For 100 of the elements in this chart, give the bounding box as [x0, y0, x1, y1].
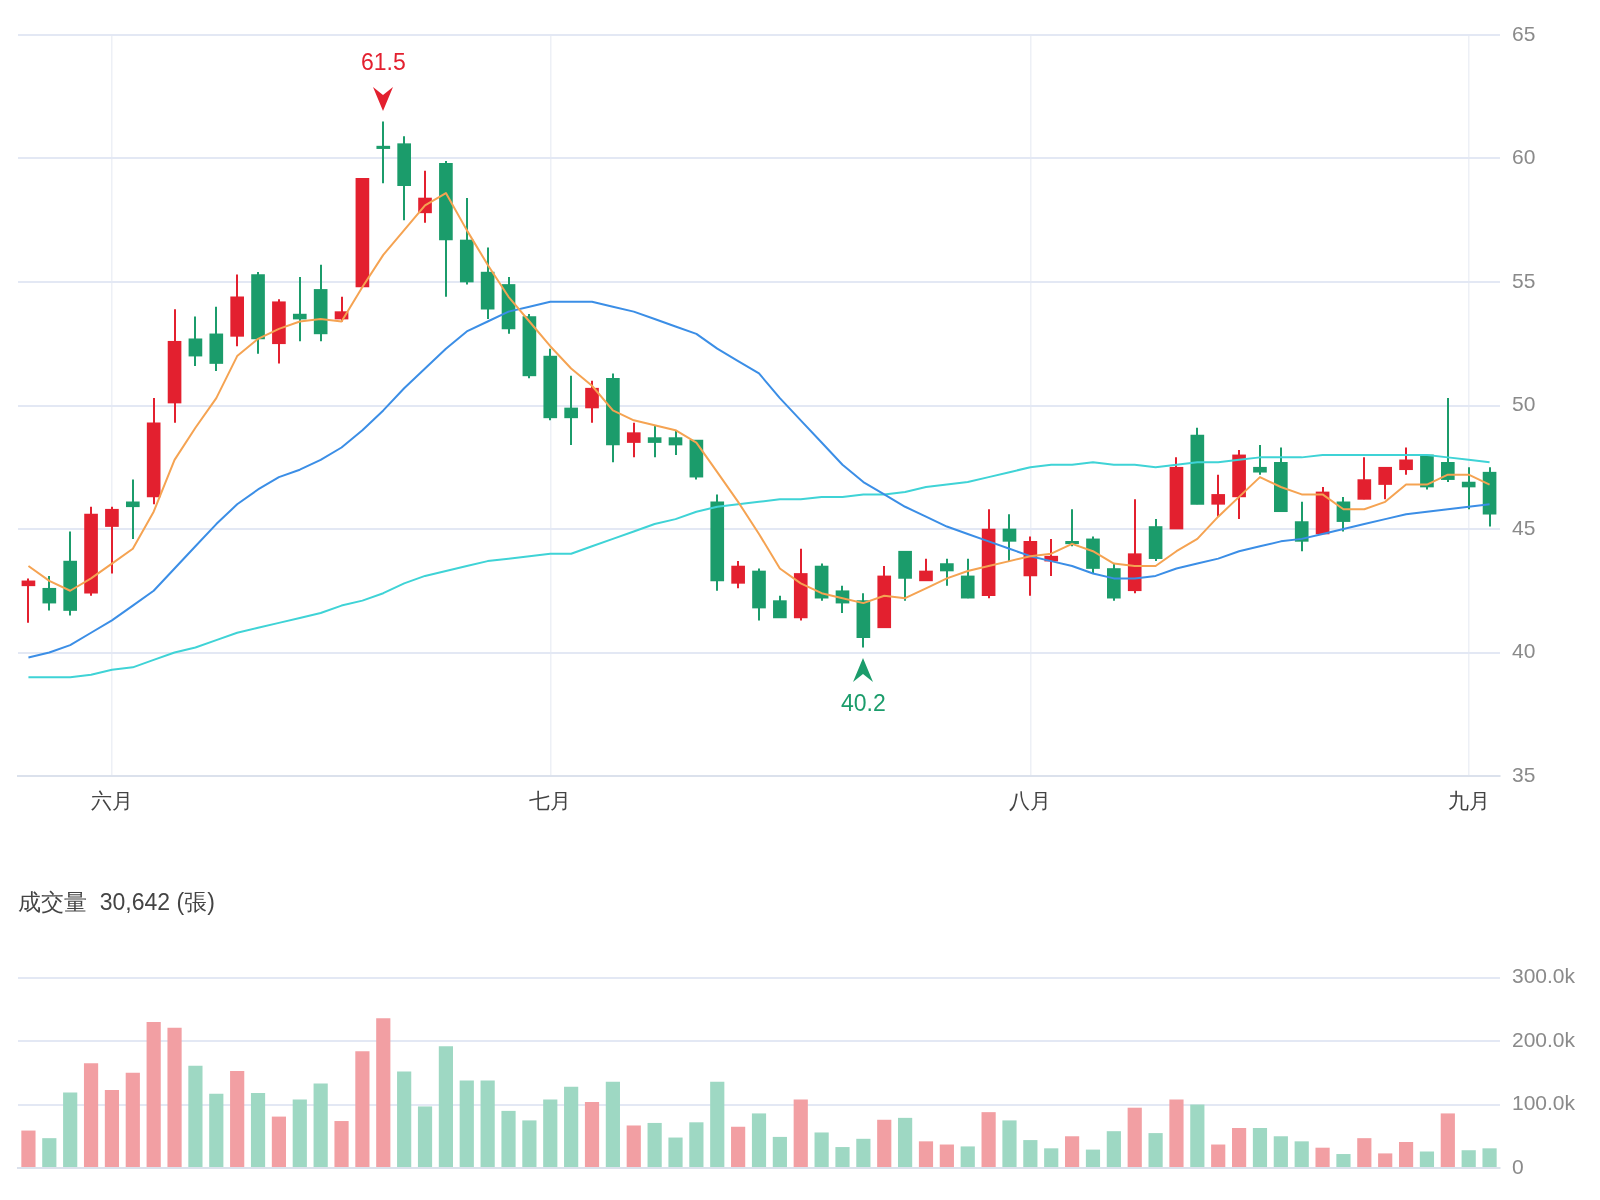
- x-tick-label: 七月: [529, 789, 572, 813]
- bar: [522, 1120, 537, 1167]
- bar: [939, 1144, 954, 1167]
- bar: [772, 1136, 787, 1167]
- bar: [146, 1022, 161, 1167]
- bar: [835, 1147, 850, 1167]
- bar: [647, 1122, 662, 1167]
- y-tick-label: 35: [1512, 762, 1536, 786]
- bar: [271, 1116, 287, 1167]
- bar: [710, 1081, 725, 1167]
- candlestick: [1399, 446, 1413, 476]
- bar: [230, 1070, 245, 1167]
- bar: [209, 1093, 224, 1167]
- bar: [1336, 1154, 1351, 1167]
- bar: [1044, 1148, 1059, 1167]
- bar: [1065, 1136, 1080, 1167]
- bar: [793, 1099, 808, 1167]
- bar: [83, 1063, 99, 1167]
- y-tick-label: 65: [1512, 21, 1536, 45]
- candlestick: [1461, 466, 1476, 511]
- candlestick: [626, 421, 641, 459]
- bar: [104, 1089, 120, 1167]
- candlestick: [731, 560, 745, 590]
- candlestick: [1002, 513, 1017, 563]
- bar: [1378, 1153, 1393, 1167]
- bar: [668, 1137, 683, 1167]
- y-tick-label: 50: [1512, 392, 1536, 416]
- candlestick: [647, 424, 662, 459]
- bar: [125, 1072, 140, 1167]
- bar: [397, 1071, 412, 1167]
- candlestick: [376, 120, 391, 185]
- bar: [1440, 1113, 1455, 1167]
- bar: [584, 1101, 600, 1167]
- bar: [355, 1051, 370, 1167]
- candlestick: [105, 505, 119, 575]
- bar: [856, 1138, 871, 1167]
- bar: [21, 1130, 36, 1167]
- x-tick-label: 八月: [1009, 789, 1052, 813]
- bar: [1085, 1149, 1101, 1167]
- bar: [1190, 1104, 1205, 1167]
- bar: [814, 1132, 829, 1167]
- bar: [981, 1112, 996, 1167]
- bar: [376, 1018, 391, 1167]
- bar: [480, 1080, 495, 1167]
- bar: [1002, 1120, 1017, 1167]
- y-tick-label: 55: [1512, 268, 1536, 292]
- bar: [1419, 1151, 1435, 1167]
- x-tick-label: 九月: [1447, 789, 1490, 813]
- candlestick: [1440, 397, 1455, 484]
- bar: [731, 1126, 746, 1167]
- candlestick: [564, 374, 578, 447]
- bar: [334, 1121, 349, 1167]
- y-tick-label: 300.0k: [1512, 964, 1576, 988]
- bar: [626, 1125, 641, 1167]
- bar: [459, 1080, 474, 1167]
- y-tick-label: 100.0k: [1512, 1091, 1576, 1115]
- y-tick-label: 45: [1512, 515, 1536, 539]
- candlestick: [668, 429, 683, 456]
- y-tick-label: 40: [1512, 639, 1536, 663]
- candlestick: [1253, 444, 1267, 476]
- bar: [63, 1092, 78, 1167]
- bar: [543, 1099, 558, 1167]
- annotation: 40.2: [840, 690, 886, 717]
- candlestick: [1211, 473, 1226, 518]
- y-tick-label: 200.0k: [1512, 1027, 1576, 1051]
- candlestick: [1378, 466, 1393, 501]
- candlestick: [940, 557, 954, 587]
- bar: [1127, 1107, 1142, 1167]
- bar: [751, 1113, 767, 1167]
- candlestick: [919, 557, 933, 582]
- candlestick: [585, 379, 599, 424]
- candlestick: [1357, 456, 1372, 501]
- bar: [250, 1093, 266, 1167]
- bar: [1482, 1148, 1497, 1167]
- bar: [564, 1086, 579, 1167]
- bar: [877, 1119, 892, 1167]
- bar: [1357, 1138, 1372, 1167]
- bar: [918, 1141, 934, 1167]
- annotation: 61.5: [360, 49, 406, 76]
- bar: [313, 1083, 328, 1167]
- bar: [1273, 1136, 1288, 1167]
- bar: [438, 1046, 453, 1167]
- bar: [1023, 1140, 1038, 1167]
- bar: [605, 1081, 620, 1167]
- chart-title: 成交量 30,642 (張): [18, 889, 215, 916]
- bar: [960, 1146, 975, 1167]
- candlestick: [42, 574, 57, 612]
- candlestick: [960, 557, 975, 600]
- bar: [1315, 1147, 1330, 1167]
- y-tick-label: 0: [1512, 1154, 1524, 1178]
- bar: [417, 1106, 433, 1167]
- bar: [292, 1099, 307, 1167]
- bar: [689, 1122, 704, 1167]
- candlestick: [773, 594, 787, 619]
- y-tick-label: 60: [1512, 145, 1536, 169]
- bar: [898, 1117, 913, 1167]
- bar: [1211, 1144, 1226, 1167]
- bar: [1294, 1141, 1309, 1167]
- bar: [188, 1065, 203, 1167]
- bar: [1148, 1133, 1163, 1167]
